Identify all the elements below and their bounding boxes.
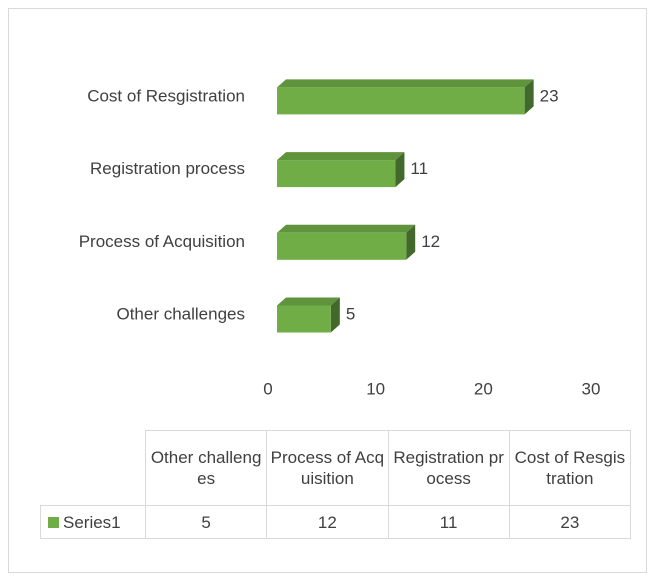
bar-side [406,224,416,260]
y-tick-label: Other challenges [116,304,245,323]
table-value: 12 [266,505,389,539]
x-tick-label: 30 [582,379,601,398]
bar [277,224,416,260]
legend-key-cell: Series1 [40,505,146,539]
bar-top [277,297,340,306]
chart-border [8,8,647,573]
y-tick-label: Cost of Resgistration [87,86,245,105]
table-header: Process of Acquisition [266,430,389,506]
bar-top [277,152,405,161]
y-tick-label: Process of Acquisition [79,232,245,251]
table-header: Registration process [387,430,510,506]
x-tick-label: 0 [263,379,272,398]
bar-side [524,79,534,115]
bar-side [395,152,405,188]
x-tick-label: 20 [474,379,493,398]
data-label: 12 [421,232,440,251]
legend-label: Series1 [63,512,121,532]
bar-front [277,160,396,188]
bar-side [330,297,340,333]
bar [277,297,340,333]
bar-front [277,232,407,260]
table-value: 23 [508,505,631,539]
data-label: 11 [410,159,428,178]
bar-front [277,87,525,115]
bar [277,152,405,188]
table-header: Cost of Resgistration [508,430,631,506]
table-value: 5 [145,505,268,539]
bar-top [277,79,534,88]
data-label: 23 [540,86,559,105]
data-label: 5 [346,304,355,323]
bar [277,79,534,115]
table-header: Other challenges [145,430,268,506]
bar-top [277,224,416,233]
y-tick-label: Registration process [90,159,245,178]
x-tick-label: 10 [366,379,385,398]
legend-swatch [48,516,59,528]
bar-front [277,305,331,333]
table-value: 11 [387,505,510,539]
